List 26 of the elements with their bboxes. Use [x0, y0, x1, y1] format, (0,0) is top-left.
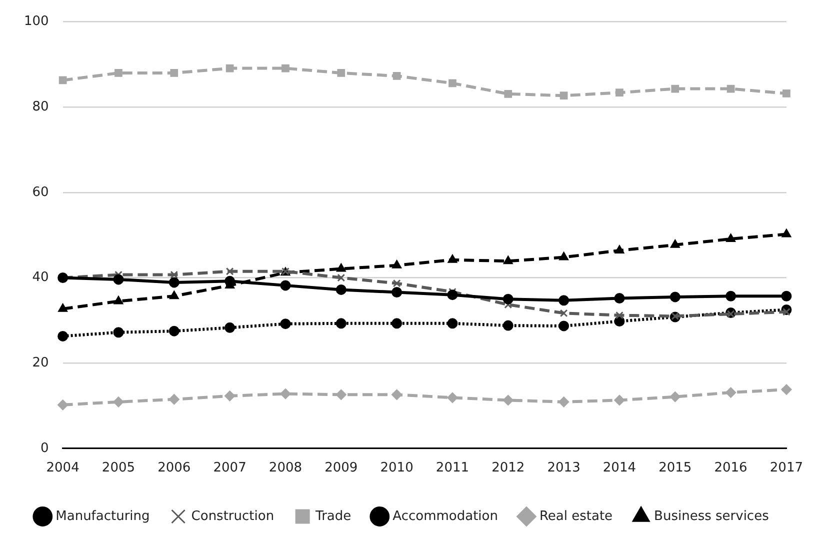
x-tick-label: 2006	[158, 460, 191, 476]
x-tick-label: 2013	[547, 460, 580, 476]
x-tick-label: 2004	[46, 460, 80, 476]
legend-label: Accommodation	[392, 508, 498, 524]
x-tick-label: 2015	[658, 460, 692, 476]
legend-label: Real estate	[539, 508, 613, 524]
y-tick-label: 80	[32, 99, 49, 114]
x-tick-label: 2011	[436, 460, 470, 476]
x-tick-label: 2014	[602, 460, 636, 476]
x-tick-label: 2012	[492, 460, 525, 476]
y-tick-label: 40	[32, 270, 49, 286]
legend-label: Construction	[191, 508, 274, 524]
legend-label: Manufacturing	[56, 508, 150, 524]
legend-label: Business services	[654, 508, 770, 524]
x-tick-label: 2010	[380, 460, 414, 476]
x-tick-label: 2017	[770, 460, 804, 476]
x-tick-label: 2009	[324, 460, 358, 476]
y-tick-label: 0	[40, 440, 49, 456]
y-tick-label: 60	[32, 184, 49, 200]
legend-label: Trade	[314, 508, 352, 524]
x-tick-label: 2016	[714, 460, 748, 476]
x-tick-label: 2007	[213, 460, 246, 476]
y-tick-label: 100	[24, 14, 49, 30]
x-tick-label: 2005	[102, 460, 136, 476]
y-tick-label: 20	[32, 355, 49, 370]
x-tick-label: 2008	[268, 460, 302, 476]
